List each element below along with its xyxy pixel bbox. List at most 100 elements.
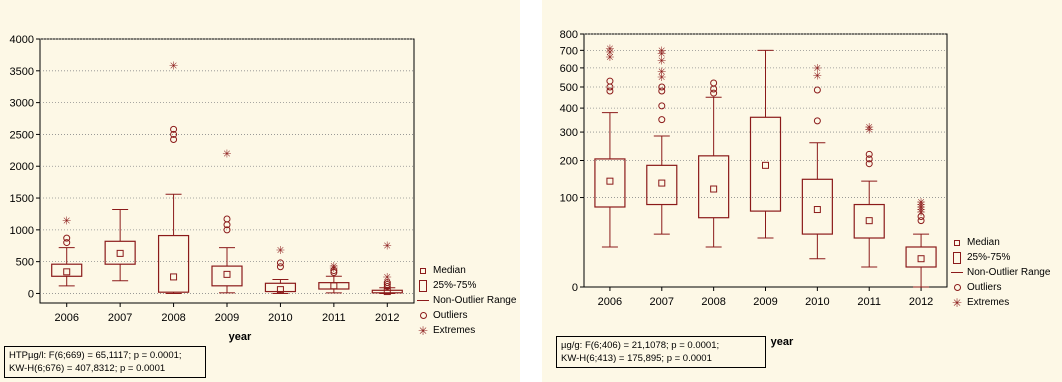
outlier-point bbox=[658, 83, 666, 91]
outlier-point bbox=[223, 226, 231, 234]
outlier-point bbox=[276, 263, 284, 271]
median-marker-icon bbox=[954, 239, 960, 246]
chart-panel-left: 0 500 1000 1500 2000 2500 3000 3500 4000 2006 2007… bbox=[0, 0, 520, 382]
y-tick-label: 3500 bbox=[10, 66, 34, 78]
extreme-point: ✳ bbox=[62, 214, 71, 227]
extreme-point: ✳ bbox=[657, 55, 666, 68]
outlier-point bbox=[606, 77, 614, 85]
x-tick-label: 2011 bbox=[857, 296, 881, 308]
box-icon bbox=[419, 279, 427, 292]
extreme-point: ✳ bbox=[657, 71, 666, 84]
y-tick-label: 2500 bbox=[10, 129, 34, 141]
outlier-circle-icon bbox=[419, 312, 427, 319]
x-axis-label: year bbox=[229, 331, 252, 343]
outlier-point bbox=[383, 279, 391, 287]
extreme-point: ✳ bbox=[813, 62, 822, 75]
boxplot-left: 0 500 1000 1500 2000 2500 3000 3500 4000 2006 2007… bbox=[10, 34, 415, 343]
box-group: ✳ bbox=[51, 214, 83, 287]
x-tick-label: 2010 bbox=[805, 296, 829, 308]
outlier-point bbox=[383, 281, 391, 289]
legend-left: Median 25%-75% Non-Outlier Range Outlier… bbox=[416, 263, 516, 338]
extreme-point: ✳ bbox=[916, 206, 925, 219]
y-tick-label: 1000 bbox=[10, 225, 34, 237]
outlier-point bbox=[865, 160, 873, 168]
iqr-box bbox=[318, 282, 350, 290]
median-marker bbox=[63, 268, 71, 276]
median-marker bbox=[383, 288, 391, 296]
x-tick-label: 2008 bbox=[161, 312, 185, 324]
median-marker bbox=[606, 177, 614, 185]
iqr-box bbox=[749, 116, 782, 212]
y-tick-label: 400 bbox=[560, 103, 578, 115]
box-group: ✳ bbox=[211, 148, 243, 294]
y-tick-label: 0 bbox=[28, 288, 34, 300]
box-group bbox=[698, 79, 730, 248]
iqr-box bbox=[264, 282, 297, 293]
box-group: ✳✳ bbox=[318, 260, 350, 294]
x-tick-label: 2012 bbox=[375, 312, 399, 324]
outlier-point bbox=[658, 116, 666, 124]
extreme-asterisk-icon: ✳ bbox=[951, 295, 963, 310]
y-tick-label: 2000 bbox=[10, 161, 34, 173]
outlier-point bbox=[658, 102, 666, 110]
x-tick-label: 2010 bbox=[268, 312, 292, 324]
outlier-point bbox=[63, 239, 71, 247]
box-group: ✳✳ bbox=[853, 121, 885, 268]
legend-item-iqr: 25%-75% bbox=[950, 250, 1050, 265]
x-tick-label: 2008 bbox=[701, 296, 725, 308]
extreme-point: ✳ bbox=[169, 60, 178, 73]
outlier-point bbox=[813, 86, 821, 94]
y-tick-label: 300 bbox=[560, 127, 578, 139]
y-tick-label: 1500 bbox=[10, 193, 34, 205]
box-icon bbox=[953, 251, 961, 264]
legend-item-range: Non-Outlier Range bbox=[950, 265, 1050, 280]
legend-item-outliers: Outliers bbox=[416, 308, 516, 323]
median-marker bbox=[917, 255, 925, 263]
stats-box-right: µg/g: F(6;406) = 21,1078; p = 0.0001; KW… bbox=[556, 336, 766, 368]
stats-line: µg/g: F(6;406) = 21,1078; p = 0.0001; bbox=[561, 340, 720, 351]
outlier-point bbox=[606, 83, 614, 91]
median-marker bbox=[658, 179, 666, 187]
iqr-box bbox=[371, 289, 403, 294]
legend-item-extremes: ✳ Extremes bbox=[951, 295, 1010, 310]
outlier-point bbox=[658, 87, 666, 95]
extreme-point: ✳ bbox=[657, 48, 666, 61]
y-tick-label: 0 bbox=[572, 282, 578, 294]
extreme-point: ✳ bbox=[916, 201, 925, 214]
extreme-point: ✳ bbox=[383, 240, 392, 253]
iqr-box bbox=[594, 158, 626, 208]
y-tick-label: 200 bbox=[560, 156, 578, 168]
legend-item-outliers: Outliers bbox=[950, 280, 1050, 295]
x-axis-label: year bbox=[771, 336, 794, 348]
y-tick-label: 3000 bbox=[10, 98, 34, 110]
y-tick-label: 600 bbox=[560, 63, 578, 75]
extreme-point: ✳ bbox=[657, 44, 666, 57]
median-marker bbox=[710, 185, 718, 193]
y-tick-label: 500 bbox=[16, 257, 34, 269]
outlier-point bbox=[865, 155, 873, 163]
x-tick-label: 2006 bbox=[54, 312, 78, 324]
iqr-box bbox=[51, 263, 83, 277]
median-marker bbox=[762, 161, 769, 169]
stats-line: HTPµg/l: F(6;669) = 65,1117; p = 0.0001; bbox=[9, 350, 182, 361]
outlier-point bbox=[710, 89, 718, 97]
outlier-point bbox=[383, 282, 391, 290]
y-tick-label: 800 bbox=[560, 29, 578, 41]
box-group bbox=[749, 49, 782, 239]
x-tick-label: 2012 bbox=[909, 296, 933, 308]
extreme-point: ✳ bbox=[605, 46, 614, 59]
median-marker bbox=[116, 249, 124, 257]
extreme-point: ✳ bbox=[916, 196, 925, 209]
box-group bbox=[104, 208, 136, 282]
extreme-point: ✳ bbox=[916, 199, 925, 212]
outlier-point bbox=[917, 217, 925, 225]
median-marker bbox=[276, 286, 284, 294]
iqr-box bbox=[905, 246, 937, 268]
outlier-point bbox=[330, 268, 338, 276]
median-marker-icon bbox=[420, 267, 426, 274]
stats-box-left: HTPµg/l: F(6;669) = 65,1117; p = 0.0001;… bbox=[4, 346, 206, 378]
legend-item-range: Non-Outlier Range bbox=[416, 293, 516, 308]
box-group: ✳✳ bbox=[371, 240, 403, 296]
extreme-point: ✳ bbox=[222, 148, 231, 161]
x-tick-label: 2009 bbox=[215, 312, 239, 324]
